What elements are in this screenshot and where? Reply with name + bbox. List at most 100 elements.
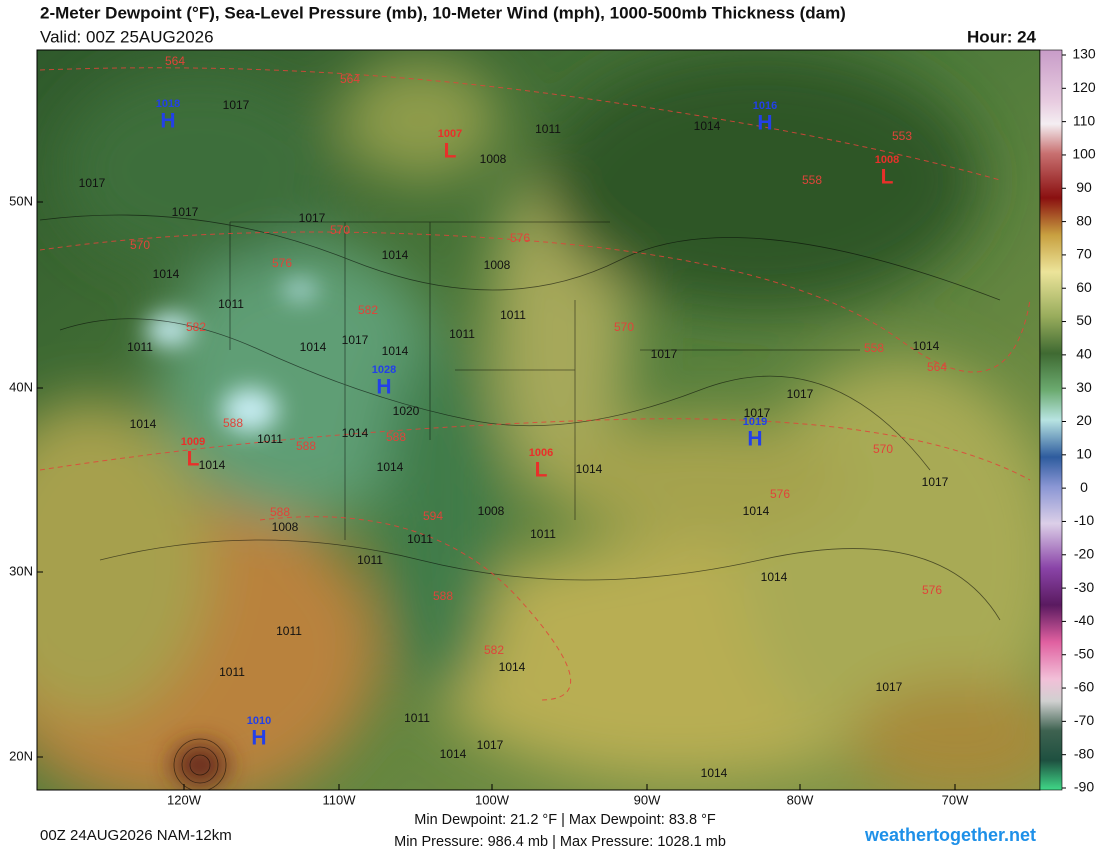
center-symbol: H [251, 727, 266, 750]
center-pressure: 1007 [438, 128, 462, 140]
isobar-label: 1008 [484, 258, 511, 272]
isobar-label: 1017 [787, 387, 814, 401]
map-field [37, 50, 1040, 790]
lon-label: 90W [634, 792, 661, 807]
thickness-label: 576 [272, 256, 292, 270]
isobar-label: 1014 [440, 747, 467, 761]
isobar-label: 1014 [499, 660, 526, 674]
thickness-label: 588 [223, 416, 243, 430]
isobar-label: 1011 [404, 711, 430, 725]
isobar-label: 1011 [276, 624, 302, 638]
isobar-label: 1014 [743, 504, 770, 518]
title: 2-Meter Dewpoint (°F), Sea-Level Pressur… [40, 3, 846, 22]
colorbar-label: 40 [1076, 346, 1092, 362]
isobar-label: 1014 [382, 344, 409, 358]
isobar-label: 1017 [79, 176, 106, 190]
colorbar-label: 110 [1073, 112, 1096, 128]
lon-label: 120W [167, 792, 202, 807]
valid-time: Valid: 00Z 25AUG2026 [40, 27, 214, 46]
isobar-label: 1011 [535, 122, 561, 136]
thickness-label: 553 [892, 129, 912, 143]
center-pressure: 1028 [372, 364, 396, 376]
isobar-label: 1011 [257, 432, 283, 446]
thickness-label: 576 [922, 583, 942, 597]
colorbar-label: -60 [1074, 679, 1094, 695]
isobar-label: 1014 [913, 339, 940, 353]
thickness-label: 594 [423, 509, 443, 523]
center-symbol: L [881, 166, 894, 189]
center-symbol: L [187, 448, 200, 471]
colorbar-label: -70 [1074, 712, 1094, 728]
lat-label: 50N [9, 193, 33, 208]
center-pressure: 1010 [247, 715, 271, 727]
colorbar-label: 10 [1076, 446, 1092, 462]
isobar-label: 1014 [377, 460, 404, 474]
thickness-label: 576 [510, 231, 530, 245]
thickness-label: 588 [296, 439, 316, 453]
thickness-label: 564 [165, 54, 185, 68]
isobar-label: 1014 [576, 462, 603, 476]
colorbar-label: 0 [1080, 479, 1088, 495]
thickness-label: 570 [330, 223, 350, 237]
forecast-hour: Hour: 24 [967, 27, 1037, 46]
thickness-label: 576 [770, 487, 790, 501]
isobar-label: 1020 [393, 404, 420, 418]
site-name: weathertogether.net [864, 825, 1036, 845]
isobar-label: 1014 [130, 417, 157, 431]
isobar-label: 1011 [218, 297, 244, 311]
isobar-label: 1017 [922, 475, 949, 489]
thickness-label: 564 [340, 72, 360, 86]
colorbar-label: -90 [1074, 779, 1094, 795]
center-symbol: H [747, 428, 762, 451]
colorbar-label: 90 [1076, 179, 1092, 195]
isobar-label: 1017 [299, 211, 326, 225]
model-run: 00Z 24AUG2026 NAM-12km [40, 827, 232, 844]
pressure-stats: Min Pressure: 986.4 mb | Max Pressure: 1… [394, 834, 726, 850]
thickness-label: 570 [614, 320, 634, 334]
colorbar-label: -80 [1074, 745, 1094, 761]
isobar-label: 1014 [701, 766, 728, 780]
thickness-label: 570 [873, 442, 893, 456]
center-pressure: 1006 [529, 447, 553, 459]
colorbar-label: -40 [1074, 612, 1094, 628]
isobar-label: 1017 [223, 98, 250, 112]
isobar-label: 1017 [342, 333, 369, 347]
colorbar-label: -50 [1074, 645, 1094, 661]
lon-label: 70W [942, 792, 969, 807]
thickness-label: 588 [270, 505, 290, 519]
isobar-label: 1011 [449, 327, 475, 341]
isobar-label: 1014 [342, 426, 369, 440]
colorbar-label: -30 [1074, 579, 1094, 595]
isobar-label: 1014 [300, 340, 327, 354]
center-pressure: 1019 [743, 416, 767, 428]
thickness-label: 588 [386, 430, 406, 444]
isobar-label: 1014 [382, 248, 409, 262]
isobar-label: 1014 [761, 570, 788, 584]
lon-label: 110W [323, 792, 357, 807]
colorbar-label: 30 [1076, 379, 1092, 395]
colorbar-label: 100 [1072, 146, 1096, 162]
colorbar-label: 70 [1076, 246, 1092, 262]
thickness-label: 570 [130, 238, 150, 252]
isobar-label: 1014 [199, 458, 226, 472]
isobar-label: 1011 [357, 553, 383, 567]
lat-label: 20N [9, 748, 33, 763]
thickness-label: 588 [433, 589, 453, 603]
isobar-label: 1017 [744, 406, 771, 420]
isobar-label: 1017 [651, 347, 678, 361]
isobar-label: 1017 [172, 205, 199, 219]
colorbar-label: 50 [1076, 312, 1092, 328]
dewpoint-stats: Min Dewpoint: 21.2 °F | Max Dewpoint: 83… [414, 812, 716, 828]
isobar-label: 1008 [478, 504, 505, 518]
isobar-label: 1014 [694, 119, 721, 133]
colorbar-label: 130 [1072, 46, 1096, 62]
colorbar-label: -20 [1074, 545, 1094, 561]
isobar-label: 1011 [219, 665, 245, 679]
center-symbol: H [757, 112, 772, 135]
lon-label: 80W [787, 792, 814, 807]
colorbar-label: 80 [1076, 212, 1092, 228]
center-symbol: L [535, 459, 548, 482]
colorbar [1039, 49, 1063, 791]
isobar-label: 1017 [477, 738, 504, 752]
